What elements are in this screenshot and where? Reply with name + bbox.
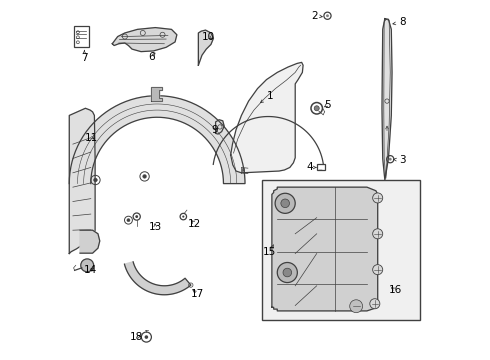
Text: 13: 13 — [149, 222, 162, 232]
Circle shape — [326, 14, 329, 17]
Text: 1: 1 — [261, 91, 273, 103]
Text: 11: 11 — [85, 133, 98, 143]
Text: 9: 9 — [211, 125, 218, 135]
Polygon shape — [69, 108, 95, 253]
Circle shape — [389, 158, 392, 161]
Circle shape — [127, 219, 130, 222]
Text: 6: 6 — [148, 52, 155, 62]
Bar — [317, 164, 324, 170]
Polygon shape — [231, 62, 303, 173]
Circle shape — [373, 193, 383, 203]
Circle shape — [94, 178, 98, 182]
Text: 2: 2 — [312, 11, 322, 21]
Text: 5: 5 — [324, 100, 331, 110]
Circle shape — [314, 106, 319, 111]
Text: 18: 18 — [130, 332, 143, 342]
Circle shape — [143, 175, 147, 178]
Circle shape — [281, 199, 290, 208]
Text: 4: 4 — [306, 162, 316, 172]
Circle shape — [373, 265, 383, 275]
Text: 16: 16 — [389, 285, 402, 296]
Polygon shape — [198, 30, 214, 65]
Text: 3: 3 — [393, 155, 406, 165]
Text: 12: 12 — [188, 219, 201, 229]
Polygon shape — [112, 28, 177, 51]
Polygon shape — [124, 262, 191, 295]
Circle shape — [182, 216, 184, 218]
Circle shape — [370, 299, 380, 309]
Circle shape — [275, 193, 295, 213]
Bar — [74, 26, 89, 47]
Text: 15: 15 — [263, 245, 276, 257]
Polygon shape — [153, 89, 159, 96]
Text: 7: 7 — [81, 50, 88, 63]
Circle shape — [145, 335, 148, 339]
Polygon shape — [272, 187, 378, 311]
Circle shape — [135, 215, 138, 218]
Circle shape — [350, 300, 363, 313]
Polygon shape — [382, 19, 392, 180]
Circle shape — [283, 268, 292, 277]
Text: 14: 14 — [84, 265, 98, 275]
Text: 17: 17 — [191, 289, 204, 299]
Text: 10: 10 — [202, 32, 215, 41]
Polygon shape — [151, 87, 162, 101]
Polygon shape — [216, 120, 224, 134]
Circle shape — [373, 229, 383, 239]
Circle shape — [277, 262, 297, 283]
Bar — [262, 180, 420, 320]
Circle shape — [81, 259, 94, 272]
Polygon shape — [69, 96, 245, 184]
Polygon shape — [80, 230, 100, 253]
Text: 8: 8 — [393, 17, 406, 27]
